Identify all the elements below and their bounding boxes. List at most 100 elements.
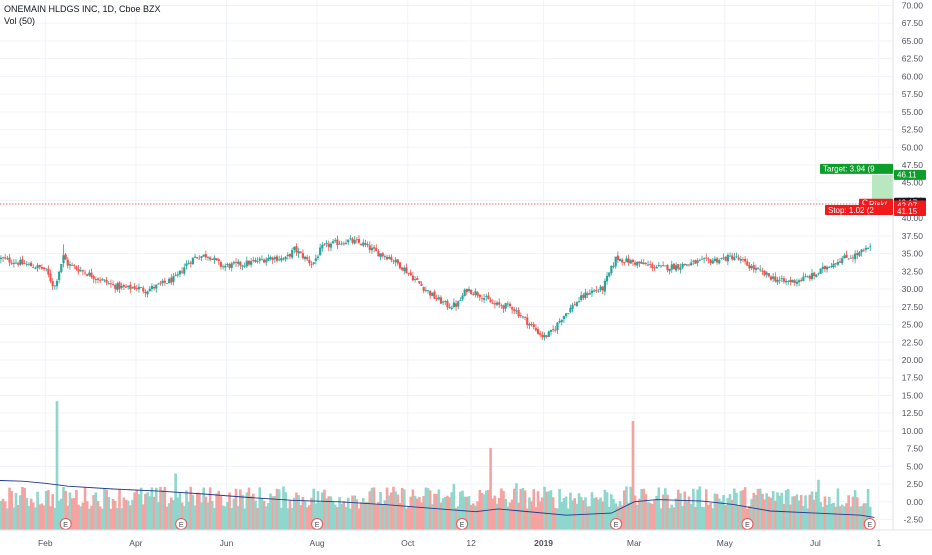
volume-bar — [435, 493, 438, 530]
volume-bar — [174, 473, 177, 530]
volume-indicator-label[interactable]: Vol (50) — [4, 16, 36, 26]
candle — [275, 254, 279, 263]
volume-bar — [715, 494, 719, 530]
chart-title[interactable]: ONEMAIN HLDGS INC, 1D, Cboe BZX — [4, 4, 161, 14]
volume-bar — [709, 502, 712, 530]
earnings-marker-label: E — [614, 520, 619, 529]
volume-bar — [308, 505, 311, 530]
time-tick-label: Apr — [129, 538, 142, 548]
candle — [424, 286, 427, 293]
price-tick-label: 70.00 — [902, 1, 924, 11]
candle — [245, 256, 248, 268]
candle — [543, 332, 546, 341]
candle — [407, 272, 410, 276]
candle — [683, 263, 686, 266]
volume-bar — [202, 487, 205, 530]
volume-bar — [331, 501, 335, 530]
candle — [221, 264, 225, 270]
volume-bar — [0, 500, 3, 530]
candle — [603, 278, 607, 296]
candle — [483, 293, 486, 304]
candle — [828, 266, 831, 269]
earnings-marker-label: E — [315, 520, 320, 529]
candle — [690, 258, 693, 266]
volume-bar — [60, 498, 63, 530]
candle — [163, 277, 166, 286]
candle — [651, 262, 654, 272]
candle — [42, 266, 46, 272]
candle — [823, 265, 827, 273]
volume-bar — [392, 486, 395, 530]
candle — [53, 285, 56, 290]
volume-bar — [398, 502, 402, 530]
volume-bar — [588, 506, 592, 530]
candle — [722, 253, 725, 260]
volume-bar — [623, 490, 626, 530]
candle — [232, 260, 235, 266]
volume-bar — [422, 496, 426, 530]
candle — [718, 258, 721, 265]
volume-bar — [55, 401, 59, 530]
candle — [452, 298, 456, 309]
volume-bar — [549, 490, 553, 530]
volume-bar — [465, 496, 469, 530]
candle — [366, 241, 369, 248]
candle — [316, 254, 320, 261]
volume-bar — [51, 494, 54, 530]
candle — [504, 302, 507, 312]
volume-bar — [36, 491, 39, 530]
candle — [86, 273, 89, 277]
volume-bar — [206, 502, 210, 530]
volume-bar — [515, 483, 518, 530]
volume-bar — [426, 488, 430, 530]
volume-bar — [47, 490, 50, 530]
volume-bar — [625, 486, 628, 530]
volume-bar — [653, 499, 656, 530]
volume-bar — [845, 503, 848, 530]
candle — [288, 253, 292, 260]
candle — [392, 259, 395, 264]
volume-bar — [321, 492, 324, 530]
volume-bar — [344, 507, 348, 530]
volume-bar — [508, 502, 512, 530]
candle — [140, 286, 143, 289]
earnings-marker: E — [175, 518, 188, 530]
volume-bar — [866, 489, 870, 530]
candle — [390, 254, 393, 263]
volume-bar — [439, 502, 443, 530]
candle — [448, 303, 451, 309]
volume-bar — [782, 503, 786, 530]
candle — [724, 256, 727, 262]
time-axis[interactable]: Feb Apr Jun Aug Oct 12 2019 Mar May Jul 1 — [38, 538, 881, 548]
volume-bar — [579, 496, 583, 530]
volume-bar — [748, 505, 751, 530]
volume-bar — [66, 505, 70, 530]
volume-bar — [830, 503, 833, 530]
volume-bar — [38, 504, 42, 530]
volume-bar — [616, 506, 620, 530]
volume-bar — [553, 507, 557, 530]
volume-bar — [502, 490, 505, 530]
volume-bar — [23, 487, 26, 530]
candle — [685, 263, 688, 267]
price-candles — [0, 235, 872, 341]
stop-price-tag: 41.15 — [894, 206, 926, 217]
volume-bar — [271, 496, 275, 530]
candle — [411, 272, 415, 281]
volume-bar — [374, 504, 378, 530]
volume-bar — [538, 501, 542, 530]
volume-bar — [180, 502, 184, 530]
candle — [569, 304, 572, 314]
candle — [621, 258, 624, 266]
price-tick-label: 55.00 — [902, 107, 924, 117]
candle — [470, 289, 473, 295]
volume-bar — [116, 507, 119, 530]
volume-bar — [135, 490, 139, 530]
candle — [595, 286, 598, 294]
candle — [325, 240, 328, 248]
candle — [664, 265, 667, 267]
volume-bar — [329, 496, 333, 530]
candle — [187, 260, 190, 265]
